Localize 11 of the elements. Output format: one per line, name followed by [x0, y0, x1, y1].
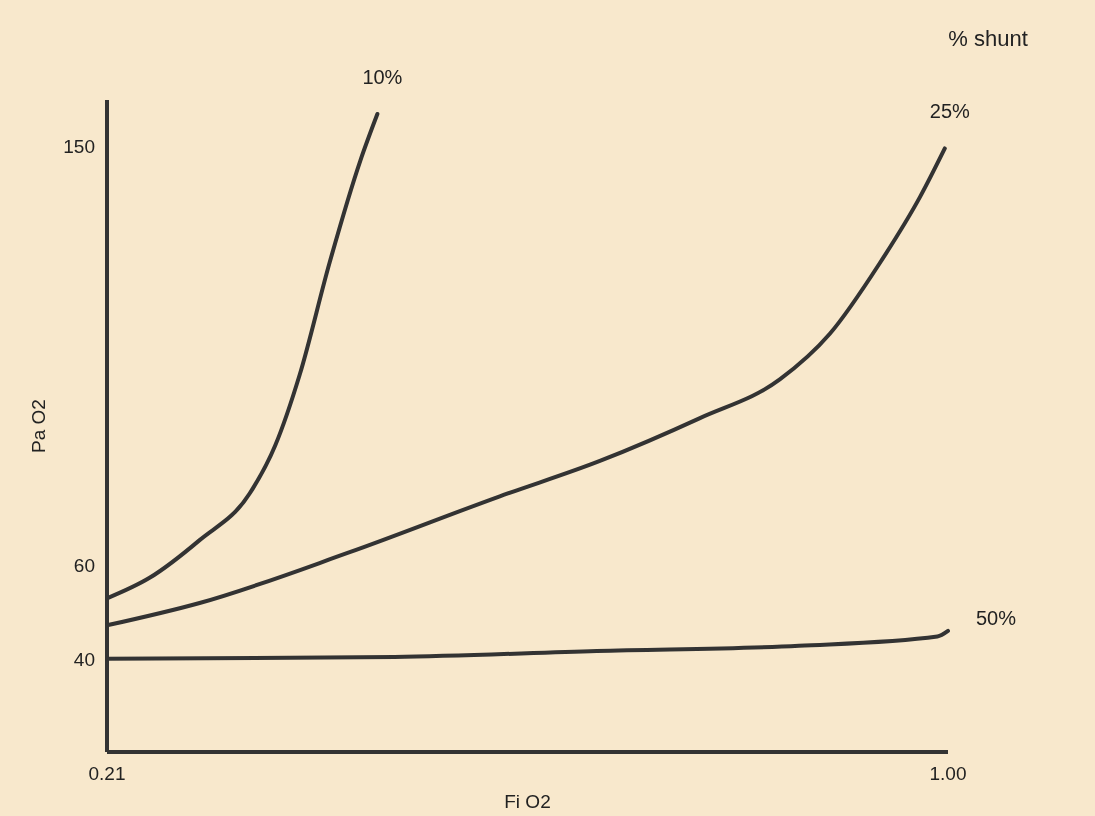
y-axis-title: Pa O2: [28, 399, 49, 453]
y-tick-label: 150: [63, 136, 95, 158]
y-tick-label: 60: [73, 555, 95, 577]
series-label: 25%: [929, 100, 971, 123]
y-tick-label: 40: [73, 648, 95, 670]
series-label: 10%: [362, 65, 403, 88]
legend-title: % shunt: [948, 26, 1028, 51]
x-tick-label: 1.00: [929, 763, 967, 784]
x-tick-label: 0.21: [88, 763, 126, 784]
series-label: 50%: [976, 606, 1017, 629]
x-axis-title: Fi O2: [504, 791, 551, 812]
